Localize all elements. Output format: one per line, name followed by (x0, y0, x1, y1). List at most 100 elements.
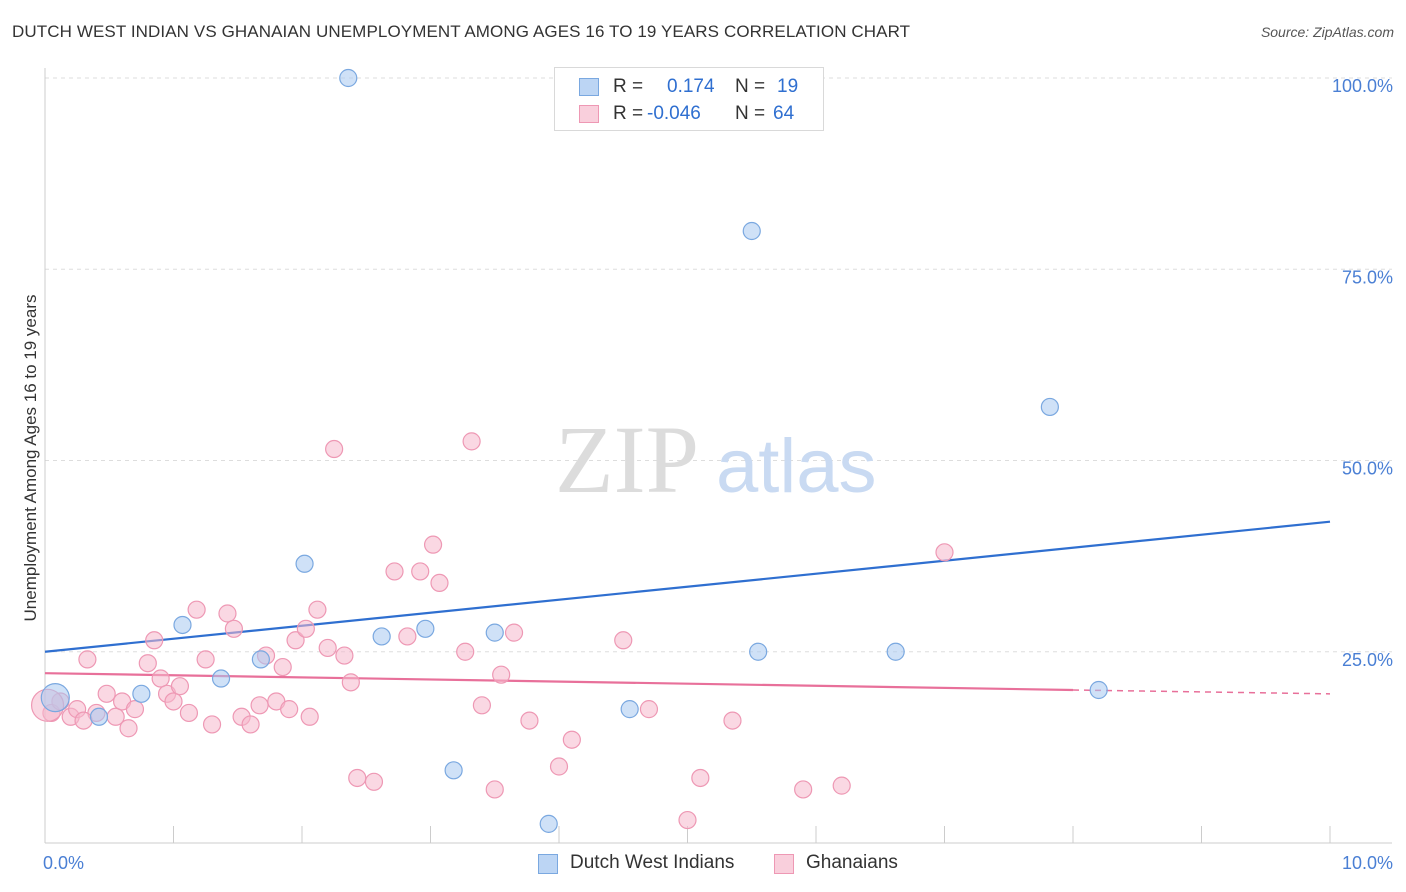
ghanaian-point (335, 646, 354, 665)
ghanaian-point (614, 631, 633, 650)
ghanaian-point (430, 573, 449, 593)
dutch-point (886, 642, 905, 661)
dutch-point (173, 615, 192, 635)
ghanaian-point (549, 757, 569, 776)
x-tick-label: 10.0% (1342, 853, 1393, 873)
ghanaian-point (145, 631, 164, 650)
ghanaian-point (691, 768, 710, 788)
dutch-west-indians-points (40, 68, 1108, 833)
ghanaian-point (411, 562, 430, 581)
stats-legend: R = 0.174 N = 19 R = -0.046 N = 64 (554, 67, 824, 131)
dutch-point (251, 650, 270, 669)
ghanaian-point (196, 650, 215, 669)
dutch-point (444, 761, 463, 780)
gridlines (45, 77, 1392, 653)
bottom-legend-swatch-blue (538, 854, 558, 874)
ghanaian-point (385, 562, 404, 581)
legend-r-value: 0.174 (667, 76, 715, 97)
ghanaian-point (485, 780, 504, 799)
ghanaian-point (97, 684, 116, 703)
legend-n-label: N = (735, 76, 766, 97)
tick-labels: 25.0% 50.0% 75.0% 100.0% 0.0% 10.0% (43, 76, 1393, 873)
ghanaian-point (723, 711, 742, 730)
dutch-point (620, 700, 639, 719)
ghanaian-point (296, 619, 315, 638)
chart-title: DUTCH WEST INDIAN VS GHANAIAN UNEMPLOYME… (12, 22, 911, 41)
legend-r-label: R = (613, 76, 644, 97)
legend-row-ghanaian: R = -0.046 N = 64 (555, 103, 823, 129)
ghanaian-point (78, 650, 97, 669)
dutch-point (89, 707, 109, 726)
ghanaian-point (423, 535, 443, 554)
ghanaian-point (456, 642, 475, 661)
y-tick-label: 50.0% (1342, 459, 1393, 479)
ghanaian-point (325, 439, 344, 459)
ghanaian-point (318, 638, 337, 658)
legend-row-dutch: R = 0.174 N = 19 (555, 76, 823, 102)
dutch-point (132, 684, 151, 703)
dutch-point (749, 642, 768, 661)
ghanaian-point (308, 600, 327, 619)
dutch-point (485, 623, 504, 642)
ghanaian-point (300, 707, 319, 726)
ghanaian-point (151, 669, 170, 688)
dutch-point (372, 627, 391, 646)
ghanaian-point (280, 700, 299, 719)
watermark-zip: ZIP (555, 406, 699, 513)
bottom-legend-swatch-pink (774, 854, 794, 874)
ghanaian-point (125, 700, 145, 719)
ghanaian-point (273, 657, 292, 677)
dutch-point (1089, 680, 1108, 700)
dutch-trend-line (44, 520, 1331, 653)
ghanaian-point (164, 692, 183, 711)
ghanaian-point (639, 700, 659, 719)
legend-n-value: 19 (777, 76, 799, 97)
dutch-point (416, 619, 435, 638)
ghanaian-point (832, 776, 851, 795)
ghanaian-point (364, 772, 384, 791)
ghanaian-point (492, 665, 511, 684)
ghanaian-point (202, 715, 222, 734)
dutch-point (295, 554, 314, 573)
ghanaian-point (286, 631, 305, 650)
ghanaian-point (119, 719, 138, 738)
x-tick-label: 0.0% (43, 853, 84, 873)
ghanaian-trend-line-dashed (1072, 689, 1331, 695)
bottom-legend-label: Ghanaians (806, 852, 898, 873)
ghanaian-point (520, 711, 539, 730)
y-tick-label: 75.0% (1342, 267, 1393, 287)
y-axis-label: Unemployment Among Ages 16 to 19 years (21, 295, 40, 622)
ghanaian-point (398, 627, 417, 646)
legend-swatch-pink (579, 105, 599, 123)
ghanaian-point (562, 730, 581, 749)
ghanaian-point (250, 696, 269, 715)
ghanaian-point (348, 768, 367, 788)
legend-swatch-blue (579, 78, 599, 96)
ghanaian-point (341, 673, 360, 692)
ghanaian-point (179, 703, 199, 723)
legend-r-label: R = (613, 103, 644, 124)
ghanaian-point (504, 623, 524, 642)
dutch-point (1040, 397, 1059, 417)
ghanaian-point (241, 715, 260, 734)
ghanaian-point (218, 604, 237, 623)
dutch-point (742, 221, 761, 241)
ghanaian-trend-line (44, 672, 1074, 692)
ghanaian-point (74, 711, 93, 730)
legend-n-label: N = (735, 103, 766, 124)
dutch-point (40, 683, 70, 713)
ghanaian-point (138, 654, 157, 673)
dutch-point (211, 669, 231, 688)
legend-r-value: -0.046 (647, 103, 701, 124)
y-tick-label: 100.0% (1332, 76, 1393, 96)
source-label: Source: ZipAtlas.com (1260, 24, 1394, 40)
ghanaian-point (170, 677, 190, 696)
ghanaian-point (187, 600, 206, 619)
ghanaian-point (794, 780, 813, 799)
bottom-legend-label: Dutch West Indians (570, 852, 735, 873)
y-tick-label: 25.0% (1342, 650, 1393, 670)
ghanaian-point (935, 543, 954, 562)
ghanaian-point (678, 810, 697, 830)
ghanaian-point (224, 619, 243, 638)
